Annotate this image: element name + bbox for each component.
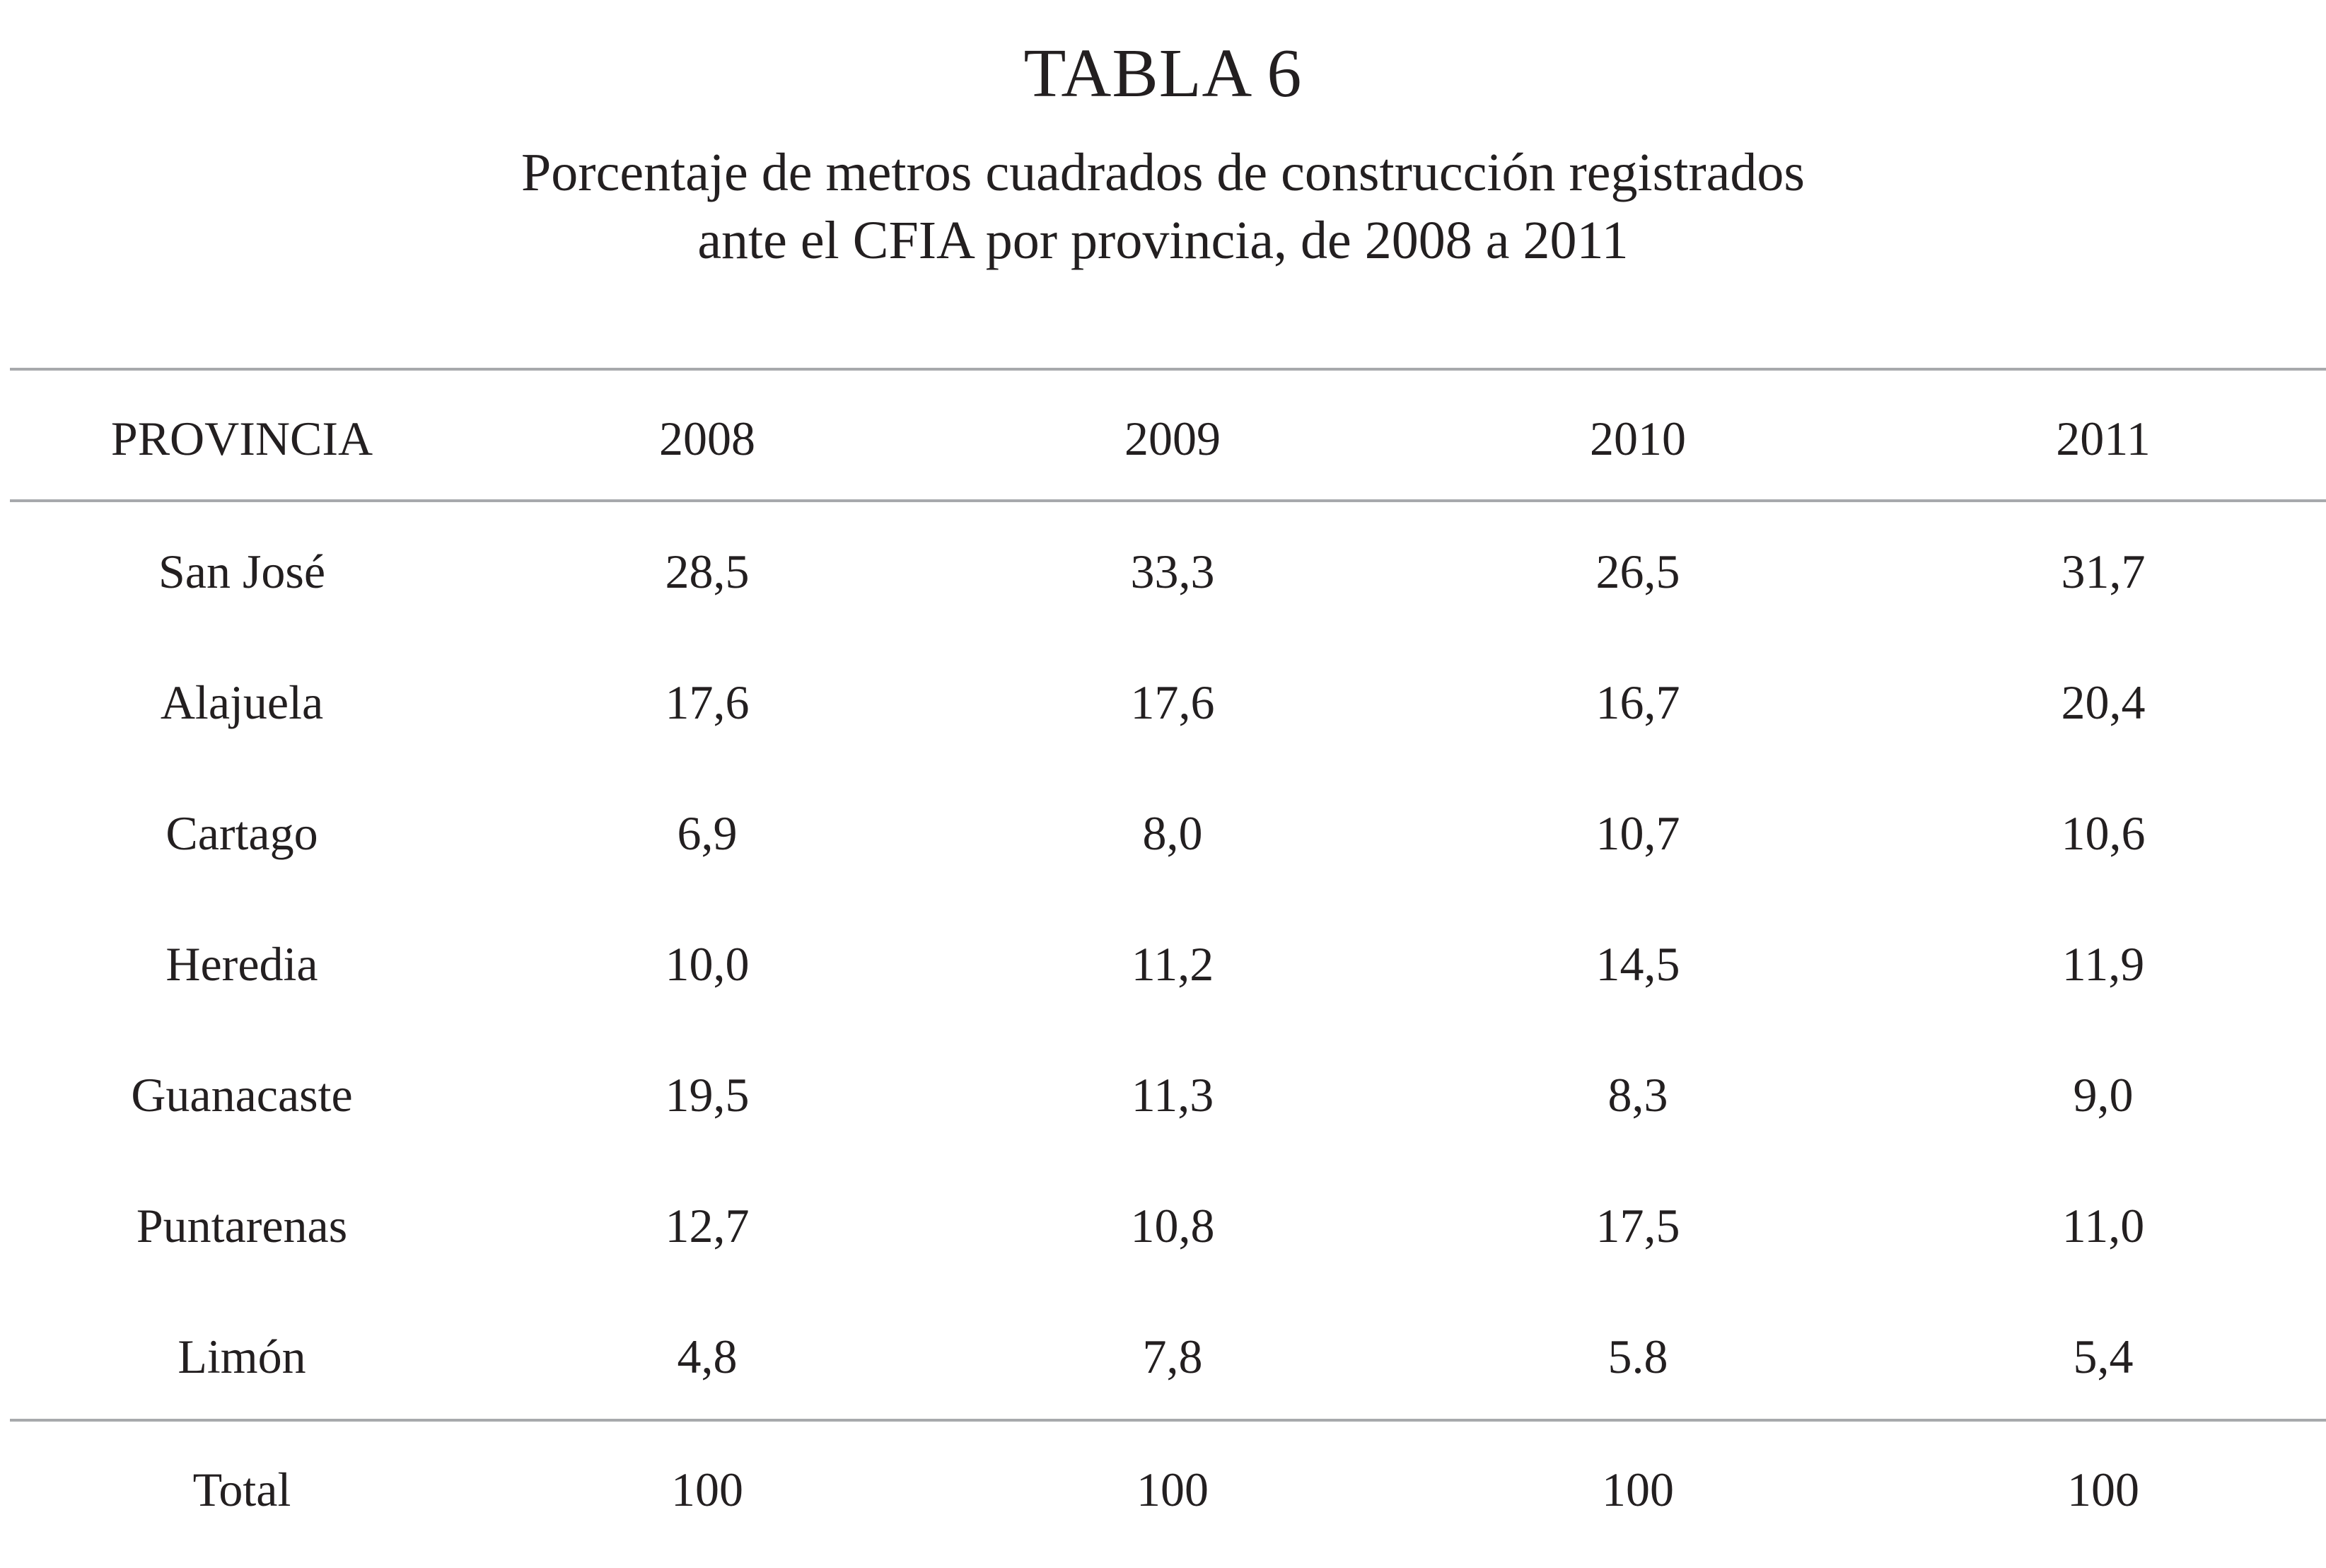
value-2010: 14,5 — [1595, 937, 1680, 991]
value-2011: 31,7 — [2061, 545, 2146, 598]
value-2010: 16,7 — [1595, 675, 1680, 729]
value-2009: 11,3 — [1131, 1068, 1214, 1122]
total-top-rule — [10, 1419, 2326, 1422]
value-2009: 10,8 — [1130, 1199, 1215, 1253]
value-2008: 19,5 — [665, 1068, 750, 1122]
value-2009: 7,8 — [1142, 1330, 1203, 1383]
value-2010: 5.8 — [1607, 1330, 1668, 1383]
table-subtitle-line-1: Porcentaje de metros cuadrados de constr… — [521, 143, 1805, 202]
table-row: Alajuela 17,6 17,6 16,7 20,4 — [0, 660, 2326, 745]
value-2009: 33,3 — [1130, 545, 1215, 598]
value-2010: 17,5 — [1595, 1199, 1680, 1253]
header-2010: 2010 — [1590, 412, 1686, 465]
value-2008: 10,0 — [665, 937, 750, 991]
header-2011: 2011 — [2056, 412, 2151, 465]
province-name: Limón — [178, 1330, 306, 1383]
page-title: TABLA 6 — [1023, 35, 1303, 112]
header-provincia: PROVINCIA — [110, 412, 373, 465]
total-2009: 100 — [1136, 1463, 1209, 1516]
total-label: Total — [192, 1463, 291, 1516]
total-row: Total 100 100 100 100 — [0, 1447, 2326, 1532]
value-2010: 10,7 — [1595, 806, 1680, 860]
table-subtitle-line-2: ante el CFIA por provincia, de 2008 a 20… — [697, 211, 1629, 270]
value-2010: 8,3 — [1607, 1068, 1668, 1122]
total-2011: 100 — [2067, 1463, 2139, 1516]
province-name: Cartago — [165, 806, 318, 860]
value-2010: 26,5 — [1595, 545, 1680, 598]
value-2011: 5,4 — [2073, 1330, 2134, 1383]
table-row: Guanacaste 19,5 11,3 8,3 9,0 — [0, 1052, 2326, 1137]
province-name: Puntarenas — [136, 1199, 348, 1253]
value-2008: 12,7 — [665, 1199, 750, 1253]
header-2008: 2008 — [659, 412, 755, 465]
value-2011: 11,0 — [2062, 1199, 2145, 1253]
value-2009: 17,6 — [1130, 675, 1215, 729]
total-2010: 100 — [1602, 1463, 1674, 1516]
table-row: Limón 4,8 7,8 5.8 5,4 — [0, 1314, 2326, 1399]
table-row: Cartago 6,9 8,0 10,7 10,6 — [0, 791, 2326, 876]
province-name: Guanacaste — [131, 1068, 353, 1122]
province-name: Alajuela — [160, 675, 324, 729]
value-2008: 17,6 — [665, 675, 750, 729]
value-2009: 8,0 — [1142, 806, 1203, 860]
value-2011: 11,9 — [2062, 937, 2145, 991]
value-2008: 4,8 — [677, 1330, 738, 1383]
value-2009: 11,2 — [1131, 937, 1214, 991]
table-row: San José 28,5 33,3 26,5 31,7 — [0, 529, 2326, 614]
province-name: San José — [158, 545, 326, 598]
table-row: Heredia 10,0 11,2 14,5 11,9 — [0, 922, 2326, 1006]
total-2008: 100 — [671, 1463, 743, 1516]
top-rule — [10, 368, 2326, 371]
table-row: Puntarenas 12,7 10,8 17,5 11,0 — [0, 1183, 2326, 1268]
value-2011: 10,6 — [2061, 806, 2146, 860]
table-header-row: PROVINCIA 2008 2009 2010 2011 — [0, 396, 2326, 481]
header-2009: 2009 — [1124, 412, 1221, 465]
value-2011: 20,4 — [2061, 675, 2146, 729]
value-2011: 9,0 — [2073, 1068, 2134, 1122]
header-bottom-rule — [10, 499, 2326, 502]
province-name: Heredia — [165, 937, 318, 991]
value-2008: 6,9 — [677, 806, 738, 860]
value-2008: 28,5 — [665, 545, 750, 598]
